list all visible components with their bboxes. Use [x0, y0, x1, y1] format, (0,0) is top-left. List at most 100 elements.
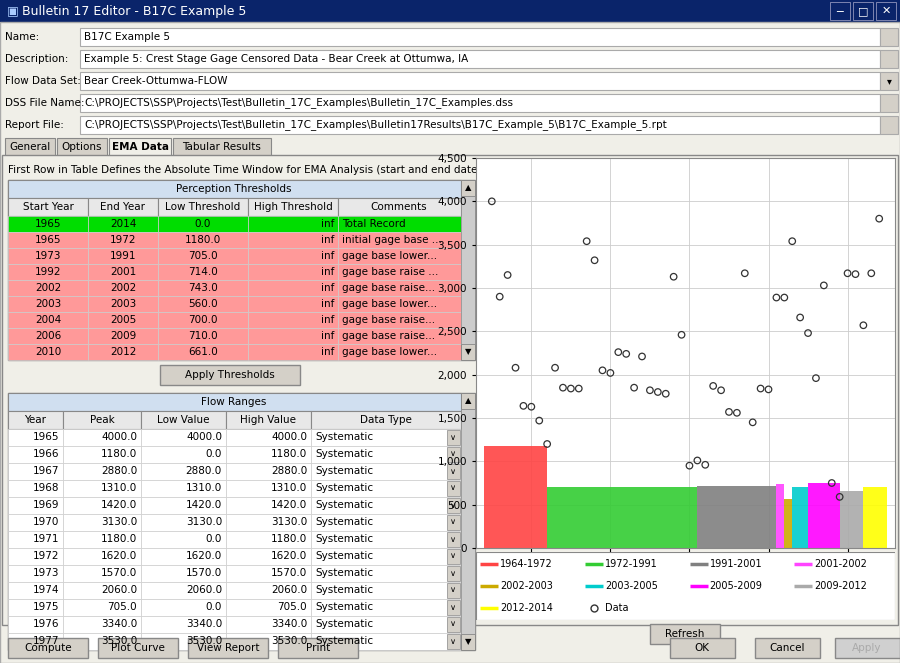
Point	[722, 406, 736, 417]
Text: Systematic: Systematic	[315, 602, 374, 612]
Bar	[226, 446, 311, 463]
Bar	[88, 296, 158, 312]
Text: 1180.0: 1180.0	[184, 235, 221, 245]
Bar	[461, 393, 475, 409]
Bar	[338, 248, 461, 264]
Point	[500, 270, 515, 280]
Bar	[338, 280, 461, 296]
Text: gage base lower...: gage base lower...	[342, 251, 437, 261]
Text: ∨: ∨	[450, 619, 456, 629]
Point	[761, 384, 776, 394]
Bar	[158, 216, 248, 232]
Text: 1310.0: 1310.0	[271, 483, 307, 493]
Text: 1973: 1973	[32, 568, 59, 578]
Text: inf: inf	[320, 267, 334, 277]
Text: 3130.0: 3130.0	[185, 517, 222, 527]
Text: 1966: 1966	[32, 449, 59, 459]
Text: 1420.0: 1420.0	[271, 500, 307, 510]
Point	[753, 383, 768, 394]
Bar	[447, 498, 460, 513]
Text: 2012: 2012	[110, 347, 136, 357]
Bar	[158, 280, 248, 296]
Text: 2002: 2002	[35, 283, 61, 293]
Text: 3130.0: 3130.0	[101, 517, 137, 527]
Text: Data: Data	[605, 603, 628, 613]
Text: Low Threshold: Low Threshold	[166, 202, 240, 212]
Text: 1974: 1974	[32, 585, 59, 595]
Point	[706, 381, 720, 391]
Text: 3340.0: 3340.0	[101, 619, 137, 629]
Text: 2009: 2009	[110, 331, 136, 341]
Text: 2003: 2003	[110, 299, 136, 309]
Text: ∨: ∨	[450, 636, 456, 646]
Text: Comments: Comments	[371, 202, 427, 212]
Bar	[8, 633, 63, 650]
Bar	[226, 565, 311, 582]
Text: 705.0: 705.0	[277, 602, 307, 612]
Point	[714, 385, 728, 396]
Text: inf: inf	[320, 347, 334, 357]
Text: ∨: ∨	[450, 585, 456, 595]
Bar	[158, 312, 248, 328]
Text: 4000.0: 4000.0	[271, 432, 307, 442]
Bar	[8, 616, 63, 633]
Bar	[8, 548, 63, 565]
Bar	[311, 514, 461, 531]
Text: 1420.0: 1420.0	[101, 500, 137, 510]
Text: Description:: Description:	[5, 54, 68, 64]
Bar	[141, 497, 226, 514]
Point	[659, 389, 673, 399]
Text: Apply Thresholds: Apply Thresholds	[185, 370, 274, 380]
Bar	[311, 633, 461, 650]
Text: 1965: 1965	[32, 432, 59, 442]
Text: Systematic: Systematic	[315, 432, 374, 442]
Point	[508, 363, 523, 373]
Text: ∨: ∨	[450, 534, 456, 544]
Text: 3530.0: 3530.0	[185, 636, 222, 646]
Bar	[63, 599, 141, 616]
Text: □: □	[858, 6, 868, 16]
Text: Systematic: Systematic	[315, 568, 374, 578]
Text: General: General	[9, 142, 50, 152]
Text: ▲: ▲	[464, 184, 472, 192]
Text: ∨: ∨	[450, 483, 456, 493]
Text: Flow Data Set:: Flow Data Set:	[5, 76, 81, 86]
Bar	[8, 216, 88, 232]
Bar	[8, 480, 63, 497]
Bar	[141, 548, 226, 565]
Point	[634, 351, 649, 362]
Text: 1965: 1965	[35, 235, 61, 245]
Bar	[248, 328, 338, 344]
Bar	[8, 232, 88, 248]
Bar	[863, 487, 887, 548]
Text: 0.0: 0.0	[205, 602, 222, 612]
Bar	[447, 481, 460, 496]
Text: inf: inf	[320, 251, 334, 261]
Point	[563, 383, 578, 394]
Bar	[109, 138, 171, 156]
Point	[824, 478, 839, 489]
Bar	[447, 617, 460, 632]
Point	[572, 383, 586, 394]
Text: 2003-2005: 2003-2005	[605, 581, 658, 591]
Bar	[80, 94, 880, 112]
Bar	[447, 583, 460, 598]
Text: ∨: ∨	[450, 568, 456, 577]
Point	[603, 367, 617, 378]
Bar	[141, 463, 226, 480]
Text: Systematic: Systematic	[315, 517, 374, 527]
Bar	[248, 280, 338, 296]
Text: Compute: Compute	[24, 643, 72, 653]
Bar	[141, 446, 226, 463]
Text: EMA Data: EMA Data	[112, 142, 168, 152]
Text: Options: Options	[62, 142, 103, 152]
Text: View Report: View Report	[197, 643, 259, 653]
Bar	[141, 480, 226, 497]
Point	[785, 236, 799, 247]
Bar	[8, 328, 88, 344]
Bar	[141, 429, 226, 446]
Point	[540, 439, 554, 450]
Bar	[226, 429, 311, 446]
Bar	[141, 531, 226, 548]
Point	[517, 400, 531, 411]
